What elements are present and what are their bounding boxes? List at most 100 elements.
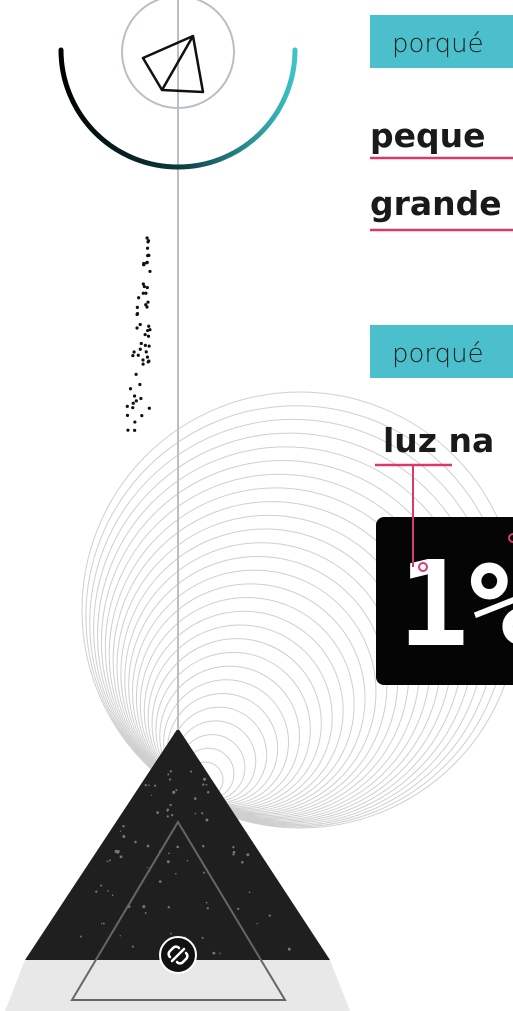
speck: [170, 933, 172, 935]
speck: [167, 811, 168, 812]
connector-dot: [419, 563, 427, 571]
dot: [147, 325, 150, 328]
speck: [205, 819, 208, 822]
speck: [201, 812, 203, 814]
speck: [166, 809, 169, 812]
speck: [232, 846, 234, 848]
dot: [133, 429, 136, 432]
dot: [144, 303, 147, 306]
dot: [137, 354, 140, 357]
dot: [146, 247, 149, 250]
speck: [190, 771, 192, 773]
speck: [134, 841, 137, 844]
speck: [120, 830, 121, 831]
speck: [288, 948, 291, 951]
speck: [159, 880, 162, 883]
dot: [146, 254, 149, 257]
dot: [141, 358, 144, 361]
speck: [233, 851, 236, 854]
dot: [146, 301, 149, 304]
speck: [172, 791, 175, 794]
speck: [151, 795, 152, 796]
dot: [142, 292, 145, 295]
speck: [145, 784, 147, 786]
speck: [168, 906, 170, 908]
speck: [207, 907, 209, 909]
dot: [135, 326, 138, 329]
speck: [256, 923, 257, 924]
speck: [168, 853, 170, 855]
dot: [131, 354, 134, 357]
speck: [194, 797, 197, 800]
speck: [167, 860, 170, 863]
dot: [136, 312, 139, 315]
tag: porqué: [392, 29, 484, 59]
dot: [148, 270, 151, 273]
speck: [148, 785, 150, 787]
speck: [120, 935, 121, 936]
dot: [144, 344, 147, 347]
speck: [176, 846, 179, 849]
dot: [139, 348, 142, 351]
dot: [135, 399, 138, 402]
speck: [107, 890, 109, 892]
speck: [154, 785, 156, 787]
dot: [140, 414, 143, 417]
speck: [147, 845, 150, 848]
speck: [170, 804, 172, 806]
dots: [126, 236, 152, 432]
triangle-dark: [25, 728, 330, 960]
page: porqué peque grande porqué luz na 1% (()…: [0, 0, 513, 1011]
dot: [147, 360, 150, 363]
dot: [136, 306, 139, 309]
speck: [115, 850, 118, 853]
speck: [170, 770, 172, 772]
dot: [132, 402, 135, 405]
dot: [145, 350, 148, 353]
speck: [132, 946, 134, 948]
dot: [147, 335, 150, 338]
stat: 1%: [398, 535, 513, 673]
dot: [142, 362, 145, 365]
dot: [129, 387, 132, 390]
speck: [203, 872, 205, 874]
dot: [146, 356, 149, 359]
speck: [167, 815, 169, 817]
speck: [95, 891, 97, 893]
dot: [142, 263, 145, 266]
speck: [206, 784, 208, 786]
headline: grande: [370, 184, 502, 223]
dot: [148, 407, 151, 410]
speck: [103, 923, 105, 925]
speck: [109, 859, 111, 861]
dot: [133, 420, 136, 423]
speck: [187, 860, 188, 861]
speck: [145, 912, 147, 914]
dot: [133, 350, 136, 353]
dot: [137, 296, 140, 299]
dot: [133, 394, 136, 397]
dot: [131, 406, 134, 409]
dot: [126, 414, 129, 417]
speck: [249, 891, 251, 893]
speck: [237, 908, 239, 910]
infographic: porqué peque grande porqué luz na 1%: [0, 0, 513, 1011]
speck: [212, 952, 215, 955]
speck: [246, 853, 249, 856]
dot: [139, 323, 142, 326]
speck: [142, 905, 145, 908]
speck: [175, 789, 177, 791]
speck: [195, 813, 197, 815]
speck: [107, 861, 109, 863]
speck: [232, 853, 234, 855]
dot: [146, 261, 149, 264]
dot: [143, 285, 146, 288]
speck: [167, 774, 169, 776]
dot: [144, 333, 147, 336]
dot: [146, 286, 149, 289]
speck: [207, 791, 210, 794]
speck: [80, 936, 82, 938]
dot: [126, 405, 129, 408]
speck: [203, 778, 206, 781]
dot: [139, 397, 142, 400]
